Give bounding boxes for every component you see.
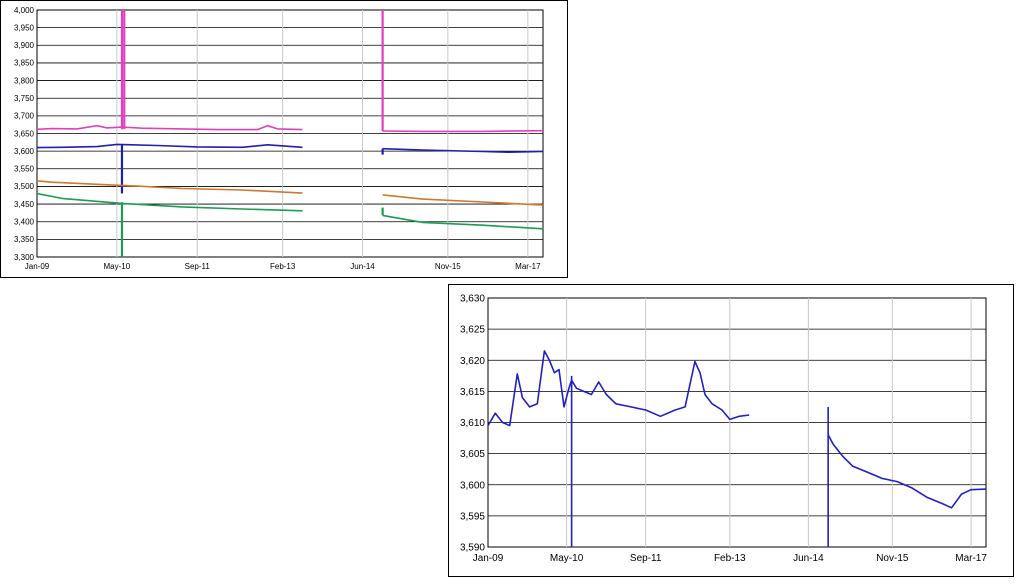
series-line-2-0 [37, 180, 303, 194]
series-line-0-1 [382, 129, 543, 133]
x-tick-label: May-10 [550, 553, 584, 564]
x-tick-label: May-10 [104, 262, 131, 271]
y-tick-label: 3,590 [460, 543, 485, 554]
y-tick-label: 3,300 [14, 253, 35, 262]
series-line-3-1 [382, 214, 543, 230]
series-line-1-0 [37, 143, 303, 149]
x-tick-label: Nov-15 [435, 262, 461, 271]
y-tick-label: 3,550 [14, 165, 35, 174]
y-tick-label: 3,700 [14, 112, 35, 121]
x-tick-label: Mar-17 [955, 553, 987, 564]
y-tick-label: 3,600 [460, 480, 485, 491]
x-tick-label: Feb-13 [714, 553, 746, 564]
y-tick-label: 3,400 [14, 218, 35, 227]
y-tick-label: 3,950 [14, 23, 35, 32]
y-tick-label: 3,450 [14, 200, 35, 209]
y-tick-label: 3,600 [14, 147, 35, 156]
x-tick-label: Nov-15 [876, 553, 909, 564]
series-line-3-0 [37, 192, 303, 212]
y-tick-label: 3,625 [460, 325, 485, 336]
series-group [488, 350, 986, 547]
x-tick-label: Mar-17 [515, 262, 541, 271]
x-tick-label: Sep-11 [630, 553, 662, 564]
y-tick-label: 3,350 [14, 235, 35, 244]
y-tick-label: 3,630 [460, 294, 485, 305]
x-tick-label: Jun-14 [793, 553, 824, 564]
y-tick-label: 3,750 [14, 94, 35, 103]
x-tick-label: Sep-11 [185, 262, 211, 271]
series-line-2-1 [382, 194, 543, 206]
series-line-0-0 [488, 350, 750, 427]
x-tick-label: Jan-09 [25, 262, 50, 271]
chart-top: 3,300 3,350 3,400 3,450 3,500 3,550 3,600 3,650… [0, 0, 568, 278]
y-tick-label: 3,650 [14, 129, 35, 138]
y-tick-label: 3,615 [460, 387, 485, 398]
chart-bottom: 3,590 3,595 3,600 3,605 3,610 3,615 3,620 3,625… [448, 284, 1014, 577]
chart-top-plot: 3,300 3,350 3,400 3,450 3,500 3,550 3,600 3,650… [14, 6, 544, 271]
y-tick-label: 3,595 [460, 511, 485, 522]
series-line-1-1 [382, 147, 543, 153]
x-tick-label: Feb-13 [270, 262, 296, 271]
chart-bottom-plot: 3,590 3,595 3,600 3,605 3,610 3,615 3,620 3,625… [460, 294, 987, 565]
series-line-0-0 [37, 124, 303, 131]
y-tick-label: 3,900 [14, 41, 35, 50]
y-tick-label: 3,605 [460, 449, 485, 460]
x-tick-label: Jun-14 [350, 262, 375, 271]
y-tick-label: 3,800 [14, 76, 35, 85]
y-tick-label: 4,000 [14, 6, 35, 15]
y-tick-label: 3,850 [14, 59, 35, 68]
y-tick-label: 3,610 [460, 418, 485, 429]
y-tick-label: 3,620 [460, 356, 485, 367]
series-group [37, 10, 543, 257]
x-tick-label: Jan-09 [473, 553, 504, 564]
series-line-0-1 [827, 434, 986, 509]
y-tick-label: 3,500 [14, 182, 35, 191]
